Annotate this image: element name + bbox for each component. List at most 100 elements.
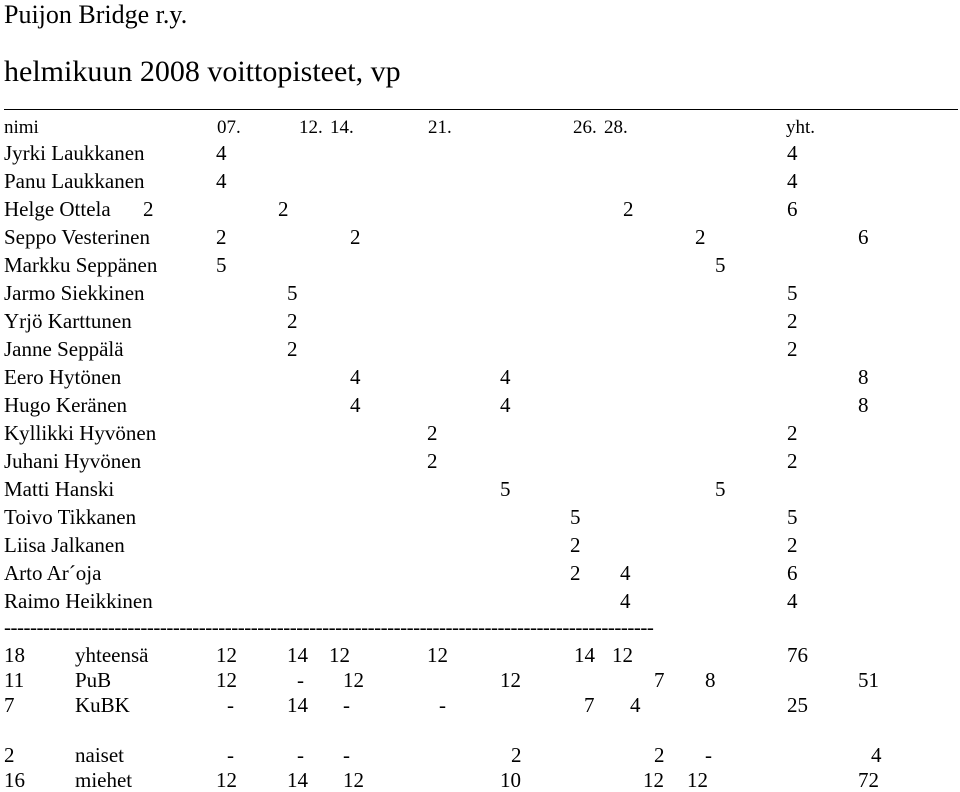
header-name: nimi [4,117,39,138]
player-name: Kyllikki Hyvönen [4,421,157,445]
total-cell: 2 [787,337,798,361]
player-name: Raimo Heikkinen [4,589,153,613]
player-name: Seppo Vesterinen [4,225,151,249]
total-cell: 2 [787,421,798,445]
summary-value: 12 [500,668,521,692]
gender-count: 16 [4,768,25,792]
header-date-12: 12. [299,117,323,138]
gender-value: 12 [343,768,364,792]
points-cell: 2 [287,309,298,333]
total-cell: 6 [858,225,869,249]
summary-value: 12 [612,643,633,667]
points-cell: 5 [287,281,298,305]
total-cell: 6 [787,561,798,585]
summary-value: 12 [329,643,350,667]
points-cell: 2 [427,449,438,473]
player-name: Eero Hytönen [4,365,122,389]
summary-value: 7 [654,668,665,692]
points-cell: 5 [500,477,511,501]
player-name: Juhani Hyvönen [4,449,142,473]
points-cell: 4 [500,393,511,417]
total-cell: 2 [787,449,798,473]
title-underline [4,109,958,110]
player-name: Liisa Jalkanen [4,533,125,557]
player-name: Helge Ottela [4,197,111,221]
summary-value: - [227,693,234,717]
points-cell: 5 [570,505,581,529]
header-date-28: 28. [604,117,628,138]
total-cell: 5 [715,477,726,501]
points-cell: 4 [350,393,361,417]
gender-total: 72 [858,768,879,792]
gender-value: - [343,743,350,767]
summary-value: 8 [705,668,716,692]
points-cell: 2 [570,533,581,557]
total-cell: 4 [787,589,798,613]
player-name: Matti Hanski [4,477,115,501]
points-cell: 2 [143,197,154,221]
points-cell: 4 [500,365,511,389]
points-cell: 5 [216,253,227,277]
player-name: Janne Seppälä [4,337,124,361]
total-cell: 5 [715,253,726,277]
summary-label: PuB [75,668,112,692]
points-cell: 2 [623,197,634,221]
summary-total: 76 [787,643,808,667]
total-cell: 5 [787,505,798,529]
summary-total: 25 [787,693,808,717]
summary-value: 12 [216,668,237,692]
gender-value: 14 [287,768,308,792]
gender-value: 2 [654,743,665,767]
total-cell: 2 [787,309,798,333]
player-name: Markku Seppänen [4,253,158,277]
gender-value: 2 [511,743,522,767]
summary-label: yhteensä [75,643,149,667]
total-cell: 8 [858,393,869,417]
gender-value: - [297,743,304,767]
summary-value: 14 [287,693,308,717]
summary-value: - [297,668,304,692]
summary-count: 11 [4,668,25,692]
points-cell: 2 [570,561,581,585]
header-date-26: 26. [573,117,597,138]
summary-count: 7 [4,693,15,717]
player-name: Panu Laukkanen [4,169,145,193]
summary-value: 14 [574,643,595,667]
header-total: yht. [786,117,816,138]
summary-value: - [343,693,350,717]
summary-value: 7 [584,693,595,717]
club-name: Puijon Bridge r.y. [4,0,188,29]
summary-value: 12 [216,643,237,667]
header-date-21: 21. [428,117,452,138]
header-date-07: 07. [217,117,241,138]
points-cell: 4 [350,365,361,389]
gender-value: - [705,743,712,767]
player-name: Hugo Keränen [4,393,128,417]
gender-value: 12 [643,768,664,792]
header-date-14: 14. [330,117,354,138]
gender-label: miehet [75,768,133,792]
summary-label: KuBK [75,693,130,717]
total-cell: 5 [787,281,798,305]
points-cell: 2 [350,225,361,249]
gender-value: 12 [216,768,237,792]
page-title: helmikuun 2008 voittopisteet, vp [4,55,401,88]
player-name: Jyrki Laukkanen [4,141,145,165]
player-name: Toivo Tikkanen [4,505,137,529]
points-cell: 4 [620,561,631,585]
total-cell: 8 [858,365,869,389]
summary-value: - [439,693,446,717]
summary-value: 12 [343,668,364,692]
summary-count: 18 [4,643,25,667]
points-cell: 2 [427,421,438,445]
summary-value: 12 [427,643,448,667]
player-name: Jarmo Siekkinen [4,281,145,305]
total-cell: 4 [787,141,798,165]
points-cell: 2 [278,197,289,221]
summary-total: 51 [858,668,879,692]
player-name: Yrjö Karttunen [4,309,132,333]
gender-value: 10 [500,768,521,792]
points-cell: 2 [216,225,227,249]
points-cell: 4 [216,169,227,193]
total-cell: 4 [787,169,798,193]
